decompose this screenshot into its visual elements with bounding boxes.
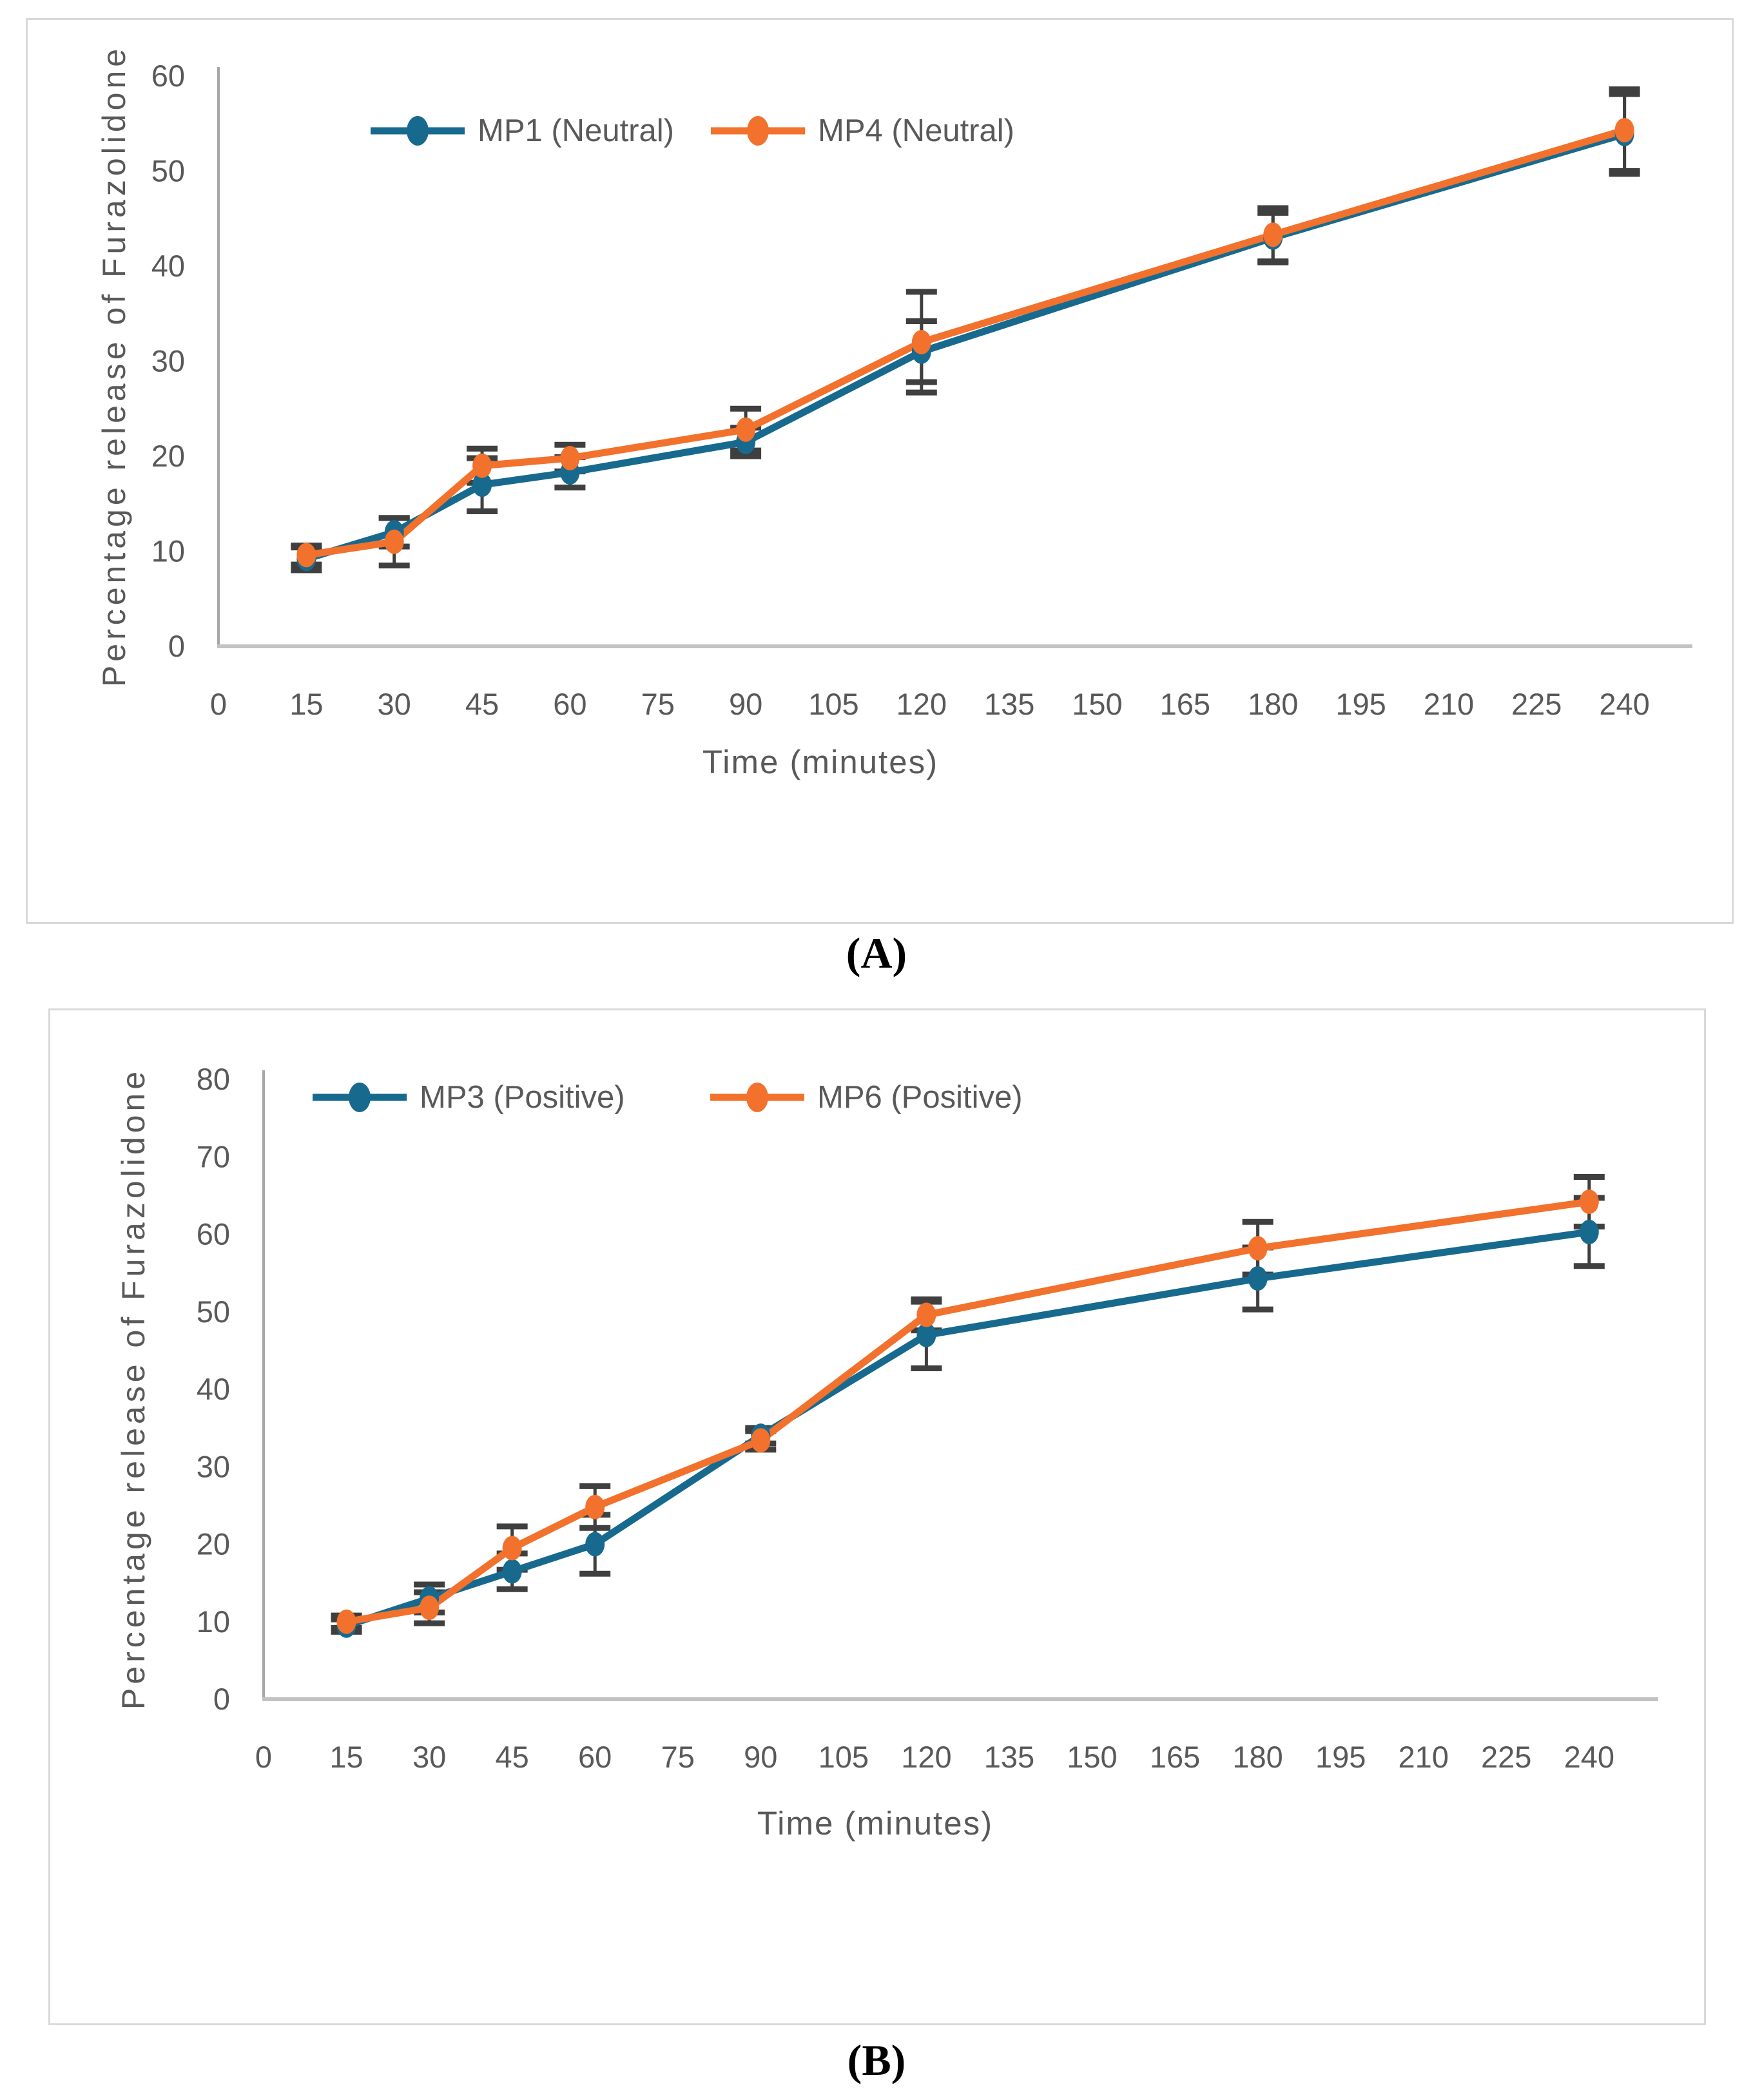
- svg-text:30: 30: [197, 1449, 230, 1483]
- legend-item-mp4: MP4 (Neutral): [710, 108, 1014, 153]
- svg-text:210: 210: [1398, 1740, 1448, 1774]
- svg-text:225: 225: [1511, 687, 1562, 721]
- svg-text:30: 30: [378, 687, 411, 721]
- svg-text:30: 30: [412, 1740, 446, 1774]
- svg-text:80: 80: [197, 1062, 230, 1096]
- svg-text:165: 165: [1160, 687, 1210, 721]
- svg-text:0: 0: [213, 1682, 230, 1716]
- legend-marker-mp1-icon: [371, 116, 465, 146]
- svg-text:150: 150: [1072, 687, 1122, 721]
- legend-label-mp3: MP3 (Positive): [420, 1080, 625, 1115]
- svg-text:135: 135: [984, 687, 1034, 721]
- chart-panel-a: 0 10 20 30 40 50 60 0 15 30 45 60 75 90 105 120 135 150 16…: [26, 18, 1734, 924]
- svg-text:45: 45: [465, 687, 499, 721]
- svg-text:60: 60: [578, 1740, 612, 1774]
- svg-text:105: 105: [808, 687, 858, 721]
- legend-marker-mp4-icon: [711, 116, 805, 146]
- svg-text:225: 225: [1481, 1740, 1531, 1774]
- legend-item-mp1: MP1 (Neutral): [369, 108, 674, 153]
- svg-text:10: 10: [151, 534, 185, 568]
- legend-marker-mp6-icon: [710, 1083, 804, 1112]
- svg-text:15: 15: [329, 1740, 363, 1774]
- line-chart-a: 0 10 20 30 40 50 60 0 15 30 45 60 75 90 105 120 135 150 16…: [151, 59, 1692, 721]
- svg-text:10: 10: [197, 1604, 230, 1639]
- svg-text:40: 40: [151, 249, 185, 283]
- svg-text:90: 90: [744, 1740, 777, 1774]
- legend-item-mp6: MP6 (Positive): [709, 1075, 1023, 1120]
- svg-text:75: 75: [641, 687, 675, 721]
- svg-text:180: 180: [1232, 1740, 1283, 1774]
- svg-text:30: 30: [151, 344, 185, 378]
- svg-text:150: 150: [1067, 1740, 1117, 1774]
- caption-b: (B): [847, 2036, 906, 2085]
- svg-text:165: 165: [1150, 1740, 1200, 1774]
- x-axis-title-a: Time (minutes): [702, 744, 939, 780]
- svg-text:70: 70: [197, 1139, 230, 1173]
- svg-text:20: 20: [197, 1527, 230, 1561]
- svg-text:240: 240: [1564, 1740, 1614, 1774]
- svg-text:135: 135: [984, 1740, 1034, 1774]
- svg-text:210: 210: [1424, 687, 1474, 721]
- svg-text:20: 20: [151, 439, 185, 473]
- svg-text:195: 195: [1315, 1740, 1366, 1774]
- legend-label-mp4: MP4 (Neutral): [818, 113, 1014, 148]
- svg-text:45: 45: [496, 1740, 529, 1774]
- svg-text:90: 90: [729, 687, 762, 721]
- svg-text:50: 50: [151, 154, 185, 188]
- legend-label-mp1: MP1 (Neutral): [478, 113, 674, 148]
- svg-text:60: 60: [151, 59, 185, 93]
- svg-text:240: 240: [1599, 687, 1649, 721]
- svg-text:120: 120: [901, 1740, 951, 1774]
- svg-text:105: 105: [818, 1740, 869, 1774]
- y-axis-title-b: Percentage release of Furazolidone: [115, 1067, 151, 1710]
- svg-text:0: 0: [210, 687, 227, 721]
- svg-text:0: 0: [168, 629, 185, 663]
- svg-text:50: 50: [197, 1295, 230, 1329]
- svg-text:195: 195: [1335, 687, 1386, 721]
- caption-a: (A): [846, 929, 907, 978]
- svg-text:180: 180: [1248, 687, 1298, 721]
- y-axis-title-a: Percentage release of Furazolidone: [96, 44, 132, 688]
- chart-panel-b: 0 10 20 30 40 50 60 70 80 0 15 30 45 60 75 90 105 120 135 1…: [48, 1008, 1706, 2025]
- svg-text:60: 60: [553, 687, 586, 721]
- svg-text:75: 75: [661, 1740, 695, 1774]
- svg-text:60: 60: [197, 1217, 230, 1251]
- svg-text:120: 120: [896, 687, 947, 721]
- legend-item-mp3: MP3 (Positive): [311, 1075, 625, 1120]
- svg-text:0: 0: [255, 1740, 272, 1774]
- x-axis-title-b: Time (minutes): [757, 1805, 994, 1842]
- line-chart-b: 0 10 20 30 40 50 60 70 80 0 15 30 45 60 75 90 105 120 135 1…: [197, 1062, 1658, 1774]
- legend-label-mp6: MP6 (Positive): [817, 1080, 1023, 1115]
- svg-text:15: 15: [289, 687, 323, 721]
- svg-text:40: 40: [197, 1372, 230, 1406]
- legend-marker-mp3-icon: [313, 1083, 407, 1112]
